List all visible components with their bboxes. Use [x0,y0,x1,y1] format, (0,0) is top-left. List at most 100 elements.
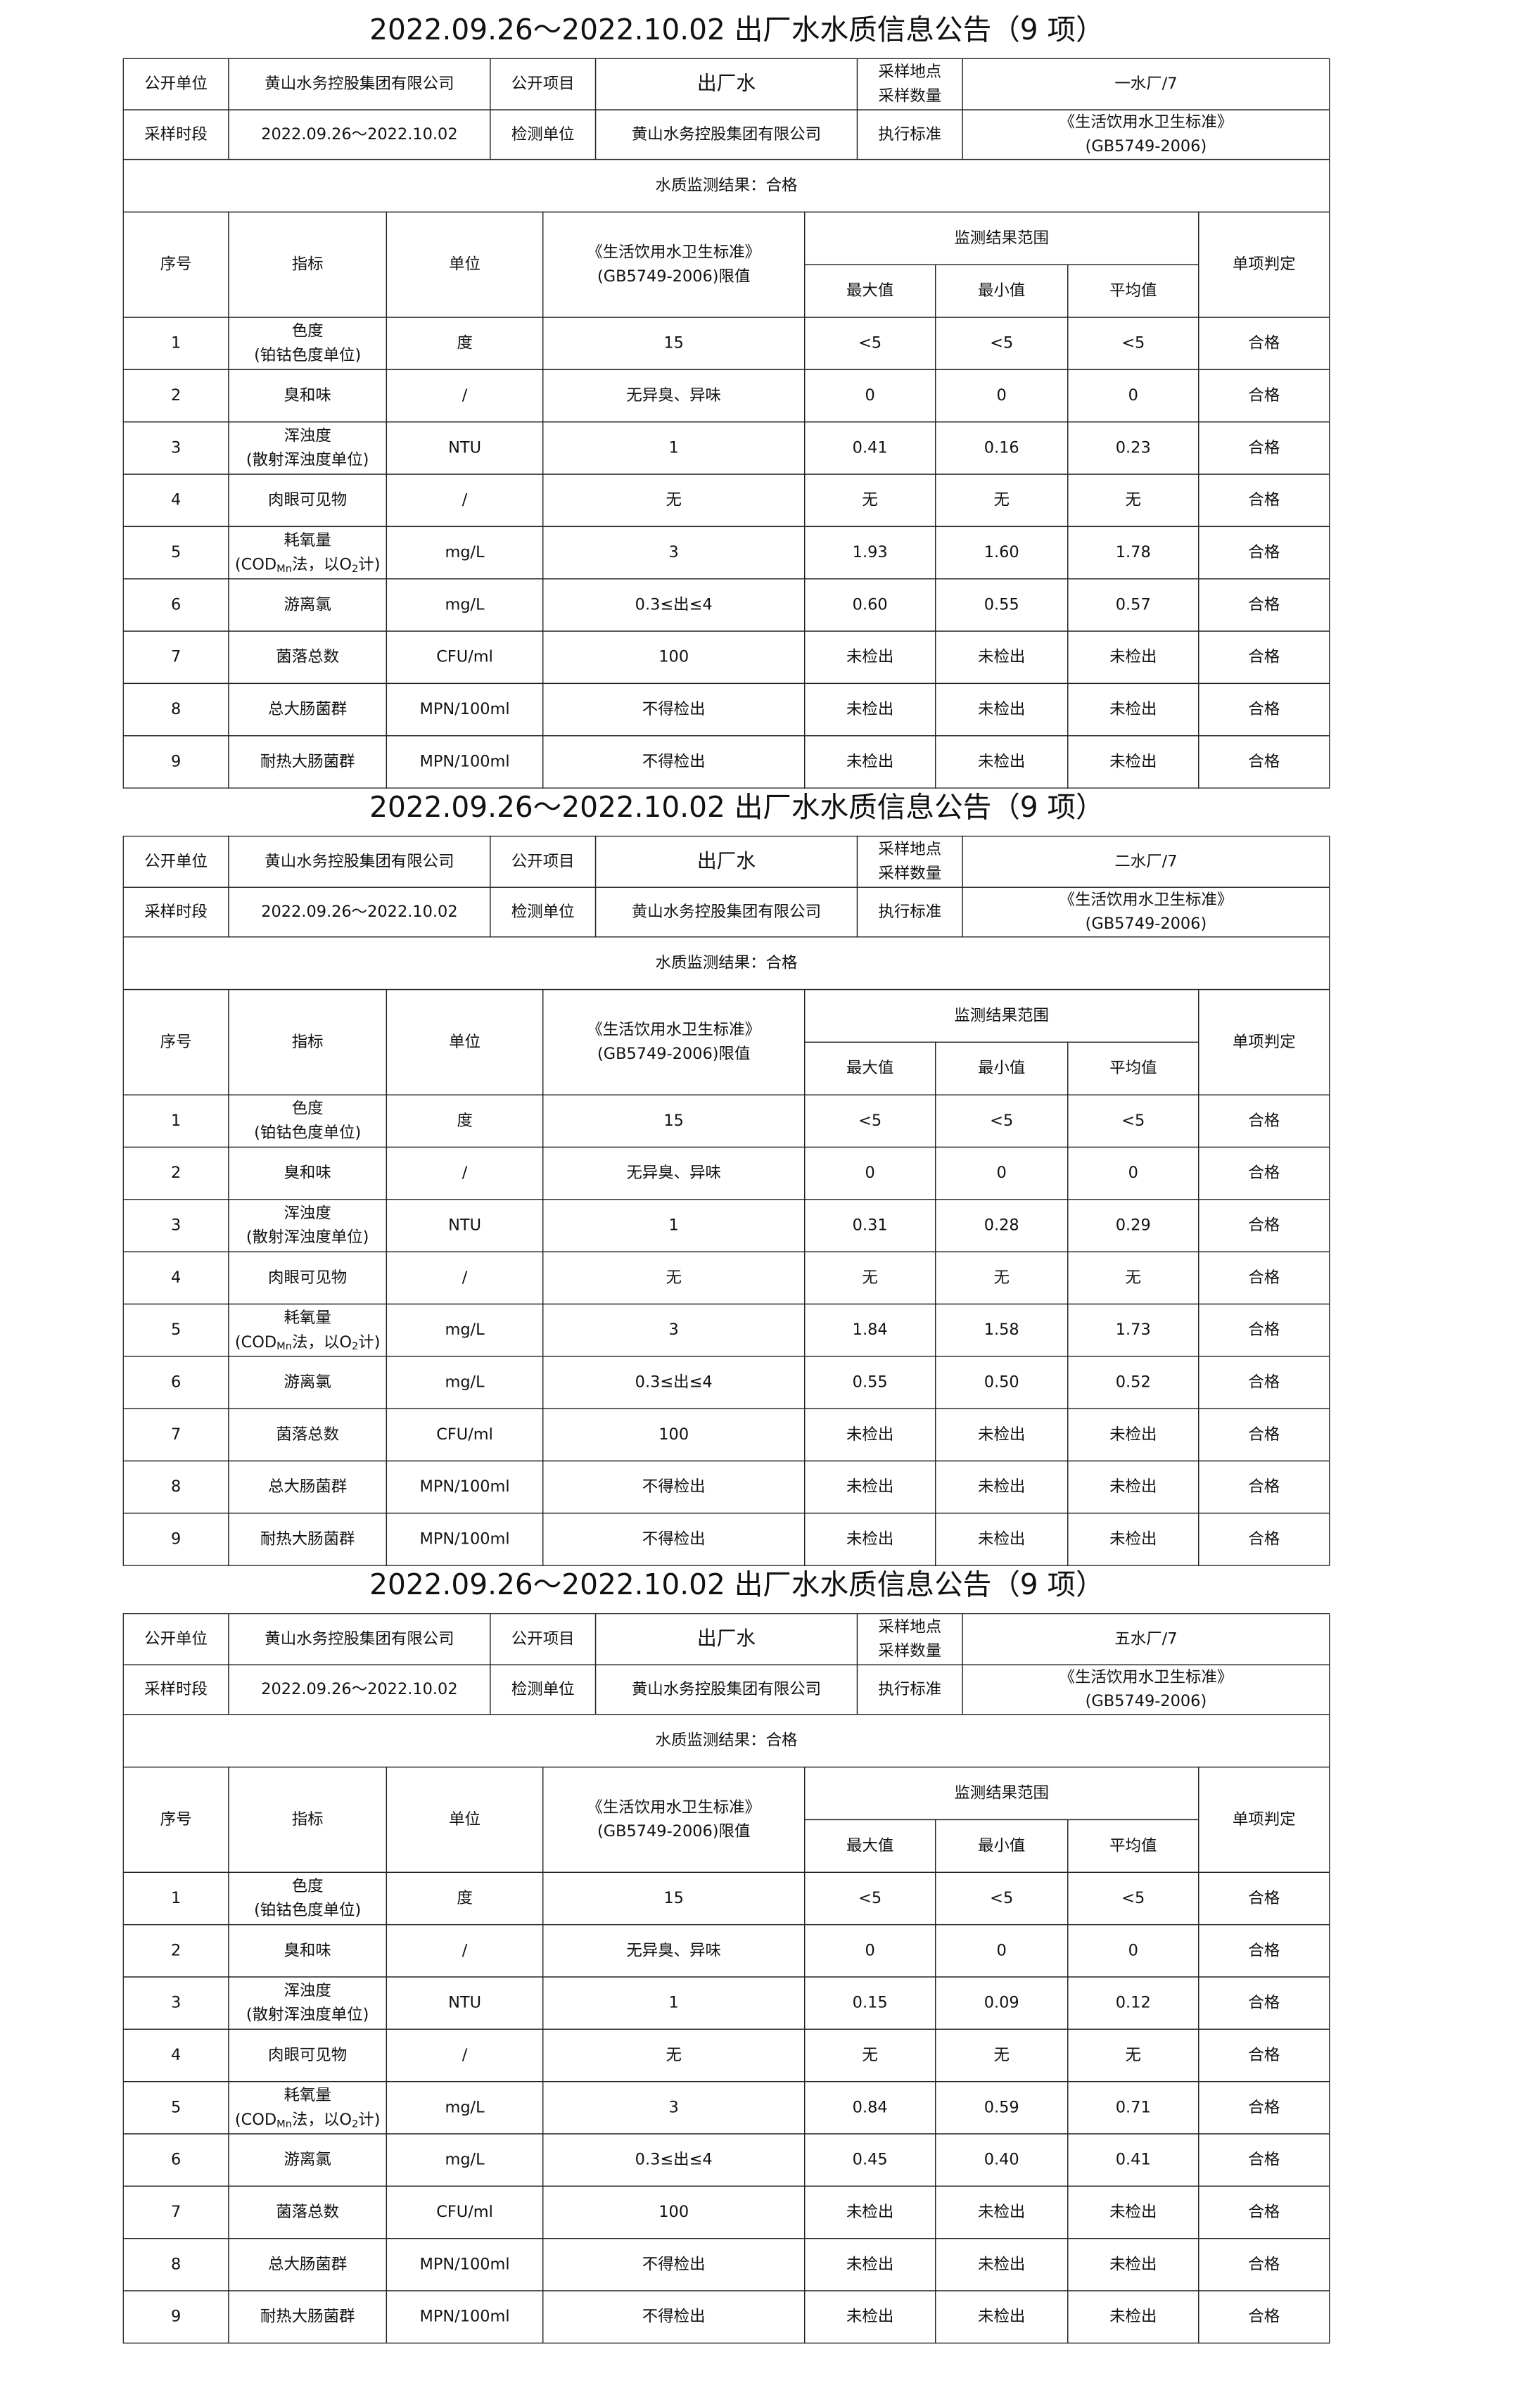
cell-text: 单位 [449,1033,481,1051]
cell-text: 4 [171,491,181,509]
cell-text: 合格 [1248,595,1280,613]
cell-text: 0.71 [1116,2098,1151,2116]
cell-text: 合格 [1248,1425,1280,1444]
cell-text: 执行标准 [878,125,941,144]
subscript: 2 [352,2118,358,2130]
cell-text: 不得检出 [642,752,706,770]
cell-text: CFU/ml [436,648,493,666]
cell-text: 1.58 [984,1321,1019,1339]
cell-text: 0.41 [853,438,888,457]
cell-text: 游离氯 [284,1373,331,1392]
cell-text: 无 [666,1269,681,1287]
cell-text: 1 [171,1889,181,1907]
cell-text: 执行标准 [878,903,941,921]
text-part: 法，以O [292,2110,352,2128]
cell-text: (散射浑浊度单位) [246,1228,369,1247]
cell-text: 0 [997,1941,1007,1959]
table-title: 2022.09.26～2022.10.02 出厂水水质信息公告（9 项） [369,790,1105,824]
cell-text: 最小值 [978,1059,1025,1077]
cell-text: 菌落总数 [276,2203,339,2221]
cell-text: 1.78 [1116,543,1151,561]
cell-text: 0.15 [853,1994,888,2012]
subscript: 2 [352,563,358,575]
cell-text: 度 [457,1889,472,1907]
cell-text: 8 [171,2255,181,2273]
cell-text: 合格 [1248,1889,1280,1907]
cell-text: 不得检出 [642,2255,706,2273]
cell-text: 合格 [1248,334,1280,352]
cell-text: / [462,1164,468,1182]
cell-text: 15 [663,1889,684,1907]
cell-text: 平均值 [1109,281,1157,300]
cell-text: 1 [669,1994,679,2012]
cell-text: <5 [1121,1889,1145,1907]
cell-text: 未检出 [978,1477,1025,1496]
cell-text: 合格 [1248,2151,1280,2169]
cell-text: 4 [171,1269,181,1287]
table-cell [1198,735,1330,789]
cell-text: 不得检出 [642,700,706,718]
cell-text: 单项判定 [1233,255,1296,274]
cell-text: 15 [663,1112,684,1130]
cell-text: 1 [171,334,181,352]
cell-text: 未检出 [846,1477,893,1496]
cell-text: 浑浊度 [284,426,331,445]
cell-text: 未检出 [1109,700,1157,718]
cell-text: 《生活饮用水卫生标准》 [1059,1668,1233,1686]
cell-text: 1 [669,1216,679,1234]
cell-text: 单位 [449,255,481,274]
text-part: 法，以O [292,555,352,573]
cell-text: 公开项目 [511,75,575,93]
cell-text: (GB5749-2006)限值 [597,1045,750,1063]
cell-text: 单项判定 [1233,1033,1296,1051]
cell-text: 0.55 [984,595,1019,613]
cell-text: 1.93 [853,543,888,561]
cell-text: CFU/ml [436,1425,493,1444]
cell-text: MPN/100ml [419,1477,509,1496]
cell-text: 合格 [1248,1530,1280,1549]
cell-text: 无 [862,1269,877,1287]
subscript: 2 [352,1340,358,1352]
cell-text: / [462,491,468,509]
cell-text: 肉眼可见物 [268,2046,347,2064]
cell-text: / [462,386,468,405]
table-cell [1198,2290,1330,2344]
cell-text: 检测单位 [511,125,575,144]
cell-text: 未检出 [846,1530,893,1549]
cell-text: 8 [171,1477,181,1496]
cell-text: 合格 [1248,1321,1280,1339]
cell-text: 一水厂/7 [1114,75,1177,93]
cell-text: 总大肠菌群 [268,700,347,718]
cell-text: 臭和味 [284,1164,331,1182]
cell-text: 无 [862,491,877,509]
cell-text: 浑浊度 [284,1982,331,2000]
cell-text: 未检出 [846,2308,893,2326]
cell-text: 合格 [1248,1994,1280,2012]
cell-text: 黄山水务控股集团有限公司 [632,903,821,921]
cell-text: 无 [666,491,681,509]
cell-text: 合格 [1248,2308,1280,2326]
cell-text: <5 [1121,1112,1145,1130]
cell-text: 3 [669,543,679,561]
cell-text: 最小值 [978,1836,1025,1855]
cell-text: 公开单位 [144,1629,208,1648]
cell-text: 合格 [1248,491,1280,509]
cell-text: 度 [457,1112,472,1130]
cell-text: 1 [669,438,679,457]
cell-text: 6 [171,1373,181,1392]
cell-text: 公开单位 [144,852,208,870]
cell-text: 采样时段 [144,903,208,921]
cell-text: / [462,1269,468,1287]
cell-text: 未检出 [1109,648,1157,666]
cell-text: 0.3≤出≤4 [635,1373,713,1392]
cell-text: 7 [171,1425,181,1444]
cell-text: <5 [990,1112,1013,1130]
text-part: 计) [358,1333,380,1351]
cell-text: 0 [1128,1941,1138,1959]
cell-text: 出厂水 [697,1627,756,1650]
cell-text: 合格 [1248,543,1280,561]
cell-text: mg/L [445,2098,485,2116]
cell-text: 最大值 [846,281,893,300]
cell-text: 1.60 [984,543,1019,561]
cell-text: 《生活饮用水卫生标准》 [587,1021,761,1039]
